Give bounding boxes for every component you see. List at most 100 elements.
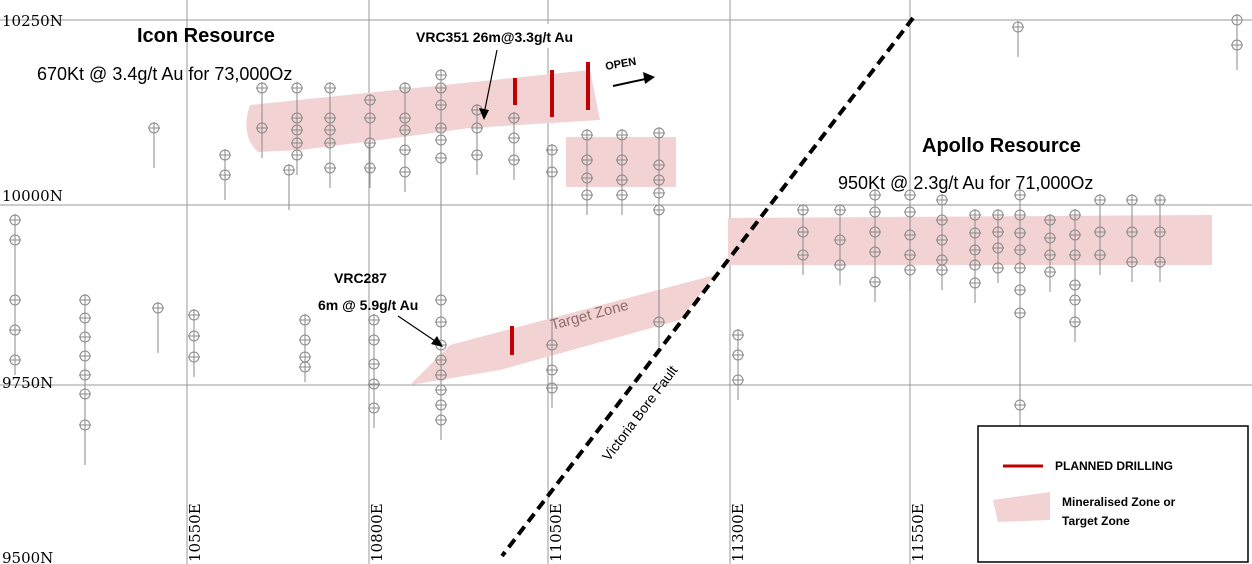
drillhole-icon xyxy=(653,187,665,199)
drillhole-icon xyxy=(399,112,411,124)
drillhole-icon xyxy=(1044,266,1056,278)
drillhole-icon xyxy=(435,384,447,396)
drillhole-icon xyxy=(904,249,916,261)
legend-box xyxy=(977,425,1249,563)
drillhole-icon xyxy=(797,226,809,238)
legend: PLANNED DRILLING Mineralised Zone or Tar… xyxy=(977,425,1249,563)
drillhole-icon xyxy=(797,204,809,216)
drillhole-icon xyxy=(869,276,881,288)
drillhole-icon xyxy=(256,122,268,134)
legend-zone-line1: Mineralised Zone or xyxy=(1062,495,1176,509)
drillhole-icon xyxy=(904,189,916,201)
zone-swatch xyxy=(993,492,1050,522)
drillhole-icon xyxy=(904,206,916,218)
drillholes xyxy=(9,14,1243,465)
drillhole-icon xyxy=(1231,39,1243,51)
drillhole-icon xyxy=(291,137,303,149)
drillhole-icon xyxy=(546,364,558,376)
apollo-resource-subtitle: 950Kt @ 2.3g/t Au for 71,000Oz xyxy=(838,173,1093,193)
drillhole-icon xyxy=(904,264,916,276)
drillhole-icon xyxy=(936,264,948,276)
drillhole-icon xyxy=(256,82,268,94)
drillhole-icon xyxy=(435,354,447,366)
drillhole-icon xyxy=(546,382,558,394)
drillhole-icon xyxy=(324,124,336,136)
drillhole-icon xyxy=(616,189,628,201)
drillhole-icon xyxy=(1094,226,1106,238)
drillhole-icon xyxy=(1154,226,1166,238)
drillhole-icon xyxy=(399,144,411,156)
drillhole-icon xyxy=(1094,194,1106,206)
drillhole-icon xyxy=(732,349,744,361)
drillhole-icon xyxy=(546,144,558,156)
vrc351-callout: VRC351 26m@3.3g/t Au xyxy=(410,24,646,120)
drillhole-icon xyxy=(435,369,447,381)
drillhole-icon xyxy=(1154,194,1166,206)
callout-arrow xyxy=(397,315,439,344)
drillhole-icon xyxy=(364,162,376,174)
drillhole-icon xyxy=(653,204,665,216)
drillhole-icon xyxy=(1069,249,1081,261)
drillhole-icon xyxy=(1126,194,1138,206)
legend-zone-line2: Target Zone xyxy=(1062,514,1130,528)
drillhole-icon xyxy=(435,69,447,81)
drillhole-icon xyxy=(399,124,411,136)
drillhole-icon xyxy=(79,369,91,381)
drillhole-icon xyxy=(219,169,231,181)
vrc351-label: VRC351 26m@3.3g/t Au xyxy=(416,29,573,45)
drillhole-icon xyxy=(992,262,1004,274)
drillhole-icon xyxy=(368,378,380,390)
easting-label: 11300E xyxy=(729,503,747,562)
drillhole-icon xyxy=(9,354,21,366)
drillhole-icon xyxy=(435,134,447,146)
drillhole-icon xyxy=(291,82,303,94)
drillhole-icon xyxy=(9,294,21,306)
drillhole-icon xyxy=(1069,294,1081,306)
drillhole-icon xyxy=(992,226,1004,238)
easting-labels: 10550E 10800E 11050E 11300E 11550E xyxy=(186,503,927,562)
drillhole-icon xyxy=(508,154,520,166)
drillhole-icon xyxy=(79,419,91,431)
drillhole-icon xyxy=(435,82,447,94)
vrc287-callout: VRC287 6m @ 5.9g/t Au xyxy=(318,270,443,347)
drillhole-icon xyxy=(834,234,846,246)
drillhole-icon xyxy=(324,112,336,124)
arrow-head-icon xyxy=(479,108,489,120)
drillhole-icon xyxy=(9,234,21,246)
drillhole-icon xyxy=(219,149,231,161)
drillhole-icon xyxy=(834,204,846,216)
drillhole-icon xyxy=(364,137,376,149)
drillhole-icon xyxy=(1126,226,1138,238)
drillhole-icon xyxy=(969,259,981,271)
drillhole-icon xyxy=(581,189,593,201)
target-zone xyxy=(410,275,715,385)
drillhole-icon xyxy=(79,312,91,324)
drillhole-icon xyxy=(1069,279,1081,291)
drillhole-icon xyxy=(1014,209,1026,221)
drillhole-icon xyxy=(435,316,447,328)
drillhole-icon xyxy=(797,249,809,261)
drillhole-icon xyxy=(1044,249,1056,261)
northing-label: 9500N xyxy=(2,549,53,564)
drillhole-icon xyxy=(435,152,447,164)
drillhole-icon xyxy=(904,229,916,241)
drillhole-icon xyxy=(1044,214,1056,226)
fault-icon xyxy=(500,16,915,558)
drillhole-icon xyxy=(508,112,520,124)
drillhole-icon xyxy=(653,174,665,186)
northing-labels: 10250N 10000N 9750N 9500N xyxy=(2,12,63,564)
drillhole-icon xyxy=(299,334,311,346)
drillhole-icon xyxy=(581,129,593,141)
drillhole-icon xyxy=(368,358,380,370)
icon-secondary-zone xyxy=(566,137,676,187)
drillhole-icon xyxy=(1069,316,1081,328)
drillhole-icon xyxy=(653,316,665,328)
drillhole-icon xyxy=(291,149,303,161)
callout-background xyxy=(410,24,646,48)
drillhole-icon xyxy=(936,214,948,226)
legend-planned-drilling: PLANNED DRILLING xyxy=(1055,459,1173,473)
icon-resource-title: Icon Resource xyxy=(137,25,275,47)
drillhole-icon xyxy=(324,162,336,174)
